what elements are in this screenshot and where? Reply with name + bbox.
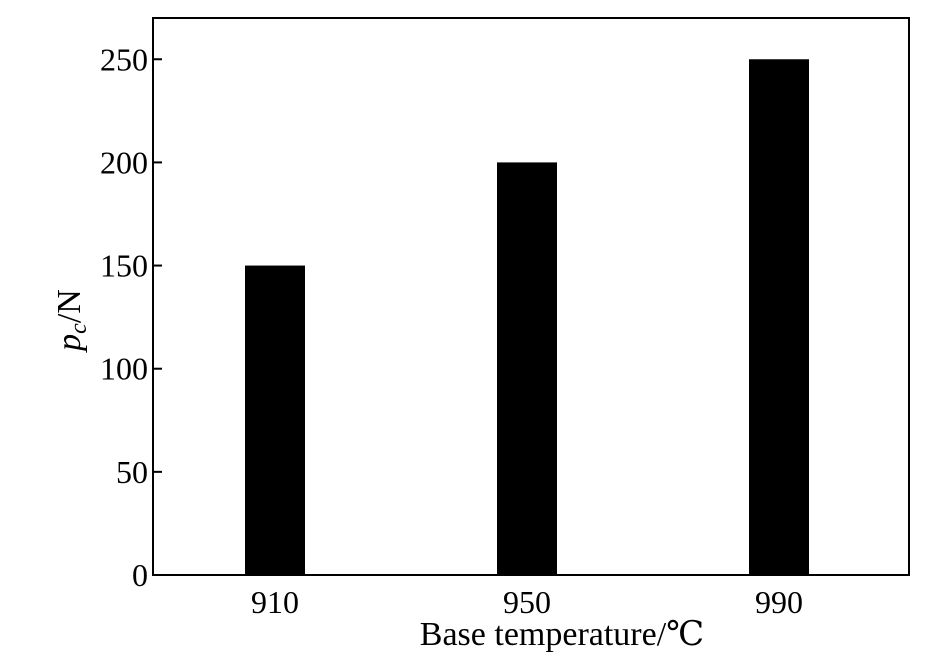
x-tick-label-950: 950 xyxy=(503,584,551,620)
plot-frame xyxy=(152,17,910,576)
y-axis-label-unit: /N xyxy=(51,289,88,323)
y-tick-label-200: 200 xyxy=(100,144,148,180)
y-tick-label-250: 250 xyxy=(100,41,148,77)
bar-990 xyxy=(749,59,809,575)
y-axis-ticks: 0 50 100 150 200 250 xyxy=(100,41,162,593)
y-axis-label-main: p xyxy=(51,334,88,353)
x-axis-label: Base temperature/℃ xyxy=(420,616,704,653)
bar-950 xyxy=(497,162,557,575)
y-tick-label-100: 100 xyxy=(100,351,148,387)
y-tick-label-50: 50 xyxy=(116,454,148,490)
y-tick-label-0: 0 xyxy=(132,557,148,593)
x-tick-label-910: 910 xyxy=(251,584,299,620)
x-axis-ticks: 910 950 990 xyxy=(251,584,803,620)
y-axis-label: pc/N xyxy=(51,289,92,353)
y-tick-label-150: 150 xyxy=(100,248,148,284)
bar-910 xyxy=(245,265,305,575)
bars-layer xyxy=(245,59,809,575)
x-tick-label-990: 990 xyxy=(755,584,803,620)
y-axis-label-subscript: c xyxy=(66,323,92,334)
